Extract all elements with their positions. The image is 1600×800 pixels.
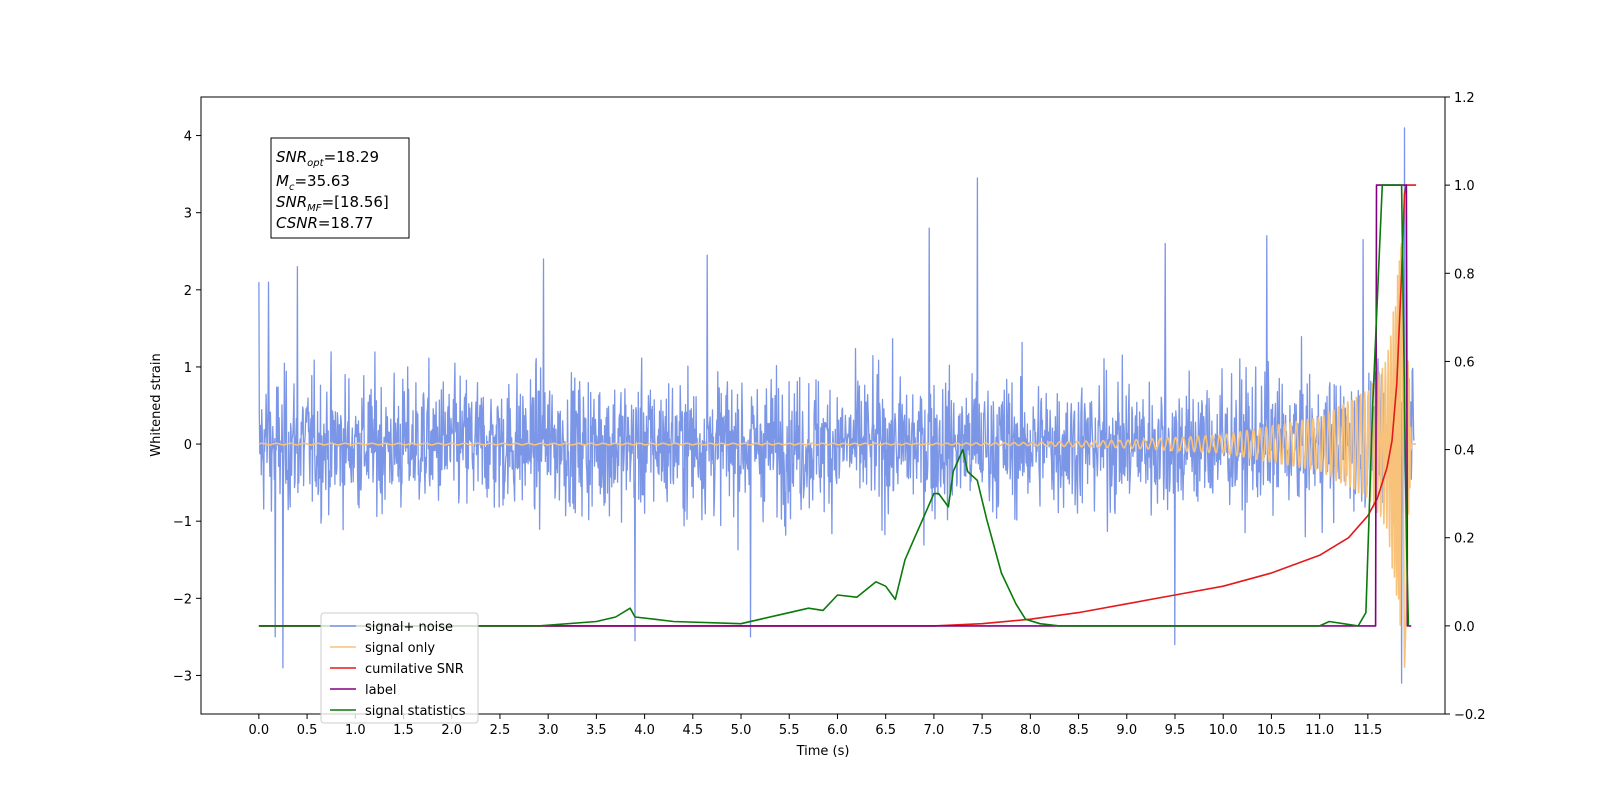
x-tick-label: 11.0	[1305, 723, 1334, 738]
series-line-signal-only	[258, 242, 1417, 668]
x-tick-label: 6.0	[827, 723, 848, 738]
y-right-tick-label: 0.4	[1454, 444, 1475, 459]
x-tick-label: 9.5	[1165, 723, 1186, 738]
x-tick-label: 4.5	[682, 723, 703, 738]
x-tick-label: 11.5	[1353, 723, 1382, 738]
y-right-tick-label: −0.2	[1454, 708, 1486, 723]
y-left-tick-label: −1	[173, 515, 192, 530]
series-line-signal-noise	[258, 127, 1415, 684]
x-tick-label: 2.5	[490, 723, 511, 738]
series-line-cumilative-snr	[258, 184, 1417, 627]
x-tick-label: 7.5	[972, 723, 993, 738]
x-tick-label: 8.0	[1020, 723, 1041, 738]
stats-annotation: SNRopt=18.29 Mc=35.63 SNRMF=[18.56] CSNR…	[270, 137, 410, 239]
y-right-tick-label: 0.6	[1454, 355, 1475, 370]
legend-label: signal statistics	[365, 704, 466, 719]
x-tick-label: 3.5	[586, 723, 607, 738]
stat-mc: Mc=35.63	[276, 172, 350, 193]
y-left-tick-label: 3	[184, 207, 192, 222]
stat-snr-opt: SNRopt=18.29	[276, 148, 379, 169]
legend-label: signal only	[365, 641, 435, 656]
y-axis-right: −0.2 0.0 0.2 0.4 0.6 0.8 1.0 1.2	[1445, 91, 1486, 723]
y-right-tick-label: 1.2	[1454, 91, 1475, 106]
x-tick-label: 0.0	[249, 723, 270, 738]
x-axis: 0.0 0.5 1.0 1.5 2.0 2.5 3.0 3.5 4.0 4.5 5.0 5.5 6.0 6…	[249, 714, 1382, 738]
y-right-tick-label: 0.8	[1454, 267, 1475, 282]
y-left-tick-label: 1	[184, 361, 192, 376]
y-left-tick-label: 0	[184, 438, 192, 453]
y-left-tick-label: −2	[173, 592, 192, 607]
legend-label: signal+ noise	[365, 620, 453, 635]
y-right-tick-label: 0.2	[1454, 532, 1475, 547]
x-tick-label: 1.0	[345, 723, 366, 738]
x-tick-label: 2.0	[441, 723, 462, 738]
y-right-tick-label: 0.0	[1454, 620, 1475, 635]
x-tick-label: 7.0	[924, 723, 945, 738]
y-axis-left-label: Whitened strain	[149, 353, 164, 456]
legend: signal+ noise signal only cumilative SNR la…	[320, 612, 479, 724]
x-tick-label: 0.5	[297, 723, 318, 738]
x-tick-label: 5.0	[731, 723, 752, 738]
x-tick-label: 5.5	[779, 723, 800, 738]
x-tick-label: 6.5	[875, 723, 896, 738]
x-tick-label: 10.0	[1209, 723, 1238, 738]
legend-box	[320, 612, 479, 724]
series-line-signal-statistics	[258, 184, 1410, 627]
y-left-tick-label: 4	[184, 130, 192, 145]
legend-label: label	[365, 683, 396, 698]
y-axis-left: −3 −2 −1 0 1 2 3 4	[173, 130, 201, 684]
x-axis-label: Time (s)	[796, 744, 850, 759]
x-tick-label: 9.0	[1116, 723, 1137, 738]
legend-label: cumilative SNR	[365, 662, 464, 677]
y-left-tick-label: 2	[184, 284, 192, 299]
x-tick-label: 3.0	[538, 723, 559, 738]
x-tick-label: 8.5	[1068, 723, 1089, 738]
stat-csnr: CSNR=18.77	[276, 214, 373, 232]
series-line-label	[258, 184, 1412, 627]
y-left-tick-label: −3	[173, 669, 192, 684]
x-tick-label: 4.0	[634, 723, 655, 738]
x-tick-label: 10.5	[1257, 723, 1286, 738]
y-right-tick-label: 1.0	[1454, 179, 1475, 194]
x-tick-label: 1.5	[393, 723, 414, 738]
plot-frame	[200, 96, 1446, 715]
stat-snr-mf: SNRMF=[18.56]	[276, 193, 389, 214]
stats-box	[270, 137, 410, 239]
series-layer	[258, 127, 1417, 684]
